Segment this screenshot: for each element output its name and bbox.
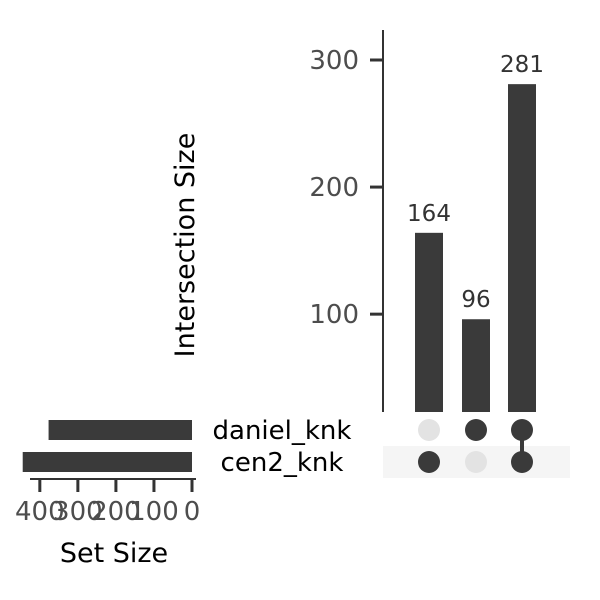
set-name-label-daniel_knk: daniel_knk [213,416,352,446]
set-name-label-cen2_knk: cen2_knk [221,448,344,478]
intersection-bar-label-0: 164 [407,201,451,227]
matrix-dot-1-daniel_knk [465,419,487,441]
intersection-size-axis: 100 200 300 [309,30,384,412]
matrix-dot-0-daniel_knk [418,419,440,441]
set-size-tick-label-200: 200 [91,497,141,527]
matrix-dot-2-cen2_knk [511,451,533,473]
set-size-bars [22,420,193,472]
set-size-axis-title: Set Size [60,538,168,569]
set-size-bar-cen2_knk [22,452,192,472]
intersection-tick-label-300: 300 [309,46,359,76]
set-size-tick-label-400: 400 [15,497,65,527]
intersection-bar-0 [415,232,443,412]
matrix-dot-2-daniel_knk [511,419,533,441]
intersection-tick-label-200: 200 [309,173,359,203]
intersection-bar-2 [508,84,536,412]
intersection-matrix [418,419,533,473]
intersection-bar-label-1: 96 [461,287,490,313]
intersection-tick-label-100: 100 [309,300,359,330]
matrix-dot-1-cen2_knk [465,451,487,473]
intersection-bars [415,84,536,412]
intersection-bar-labels: 164 96 281 [407,52,544,313]
set-size-tick-label-100: 100 [129,497,179,527]
intersection-axis-title: Intersection Size [170,133,201,358]
intersection-bar-label-2: 281 [500,52,544,78]
intersection-bar-1 [462,319,490,412]
set-size-bar-daniel_knk [48,420,193,440]
matrix-dot-0-cen2_knk [418,451,440,473]
set-size-tick-label-0: 0 [184,497,201,527]
set-size-tick-label-300: 300 [53,497,103,527]
